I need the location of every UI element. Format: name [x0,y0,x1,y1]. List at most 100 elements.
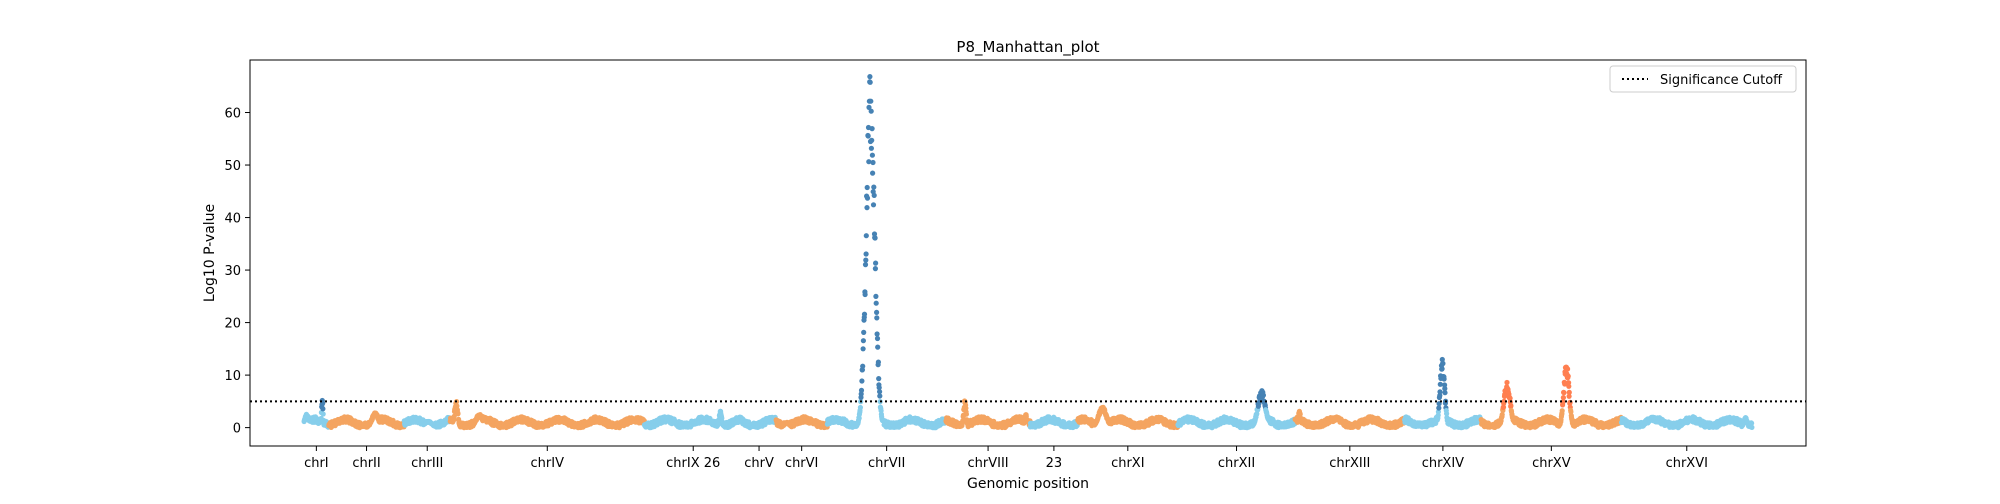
legend-label: Significance Cutoff [1660,73,1783,88]
data-point [1566,393,1572,399]
x-tick-label: chrXV [1532,456,1571,471]
data-point [858,387,865,393]
data-point [1439,366,1445,372]
data-point [861,311,868,317]
x-tick-label: chrVII [868,456,905,471]
data-point [1560,395,1566,401]
data-point [863,233,869,239]
data-point [1566,389,1572,395]
data-point [864,195,871,201]
data-point [872,235,878,241]
data-point [1436,401,1442,407]
data-point [1565,373,1571,379]
y-axis-label: Log10 P-value [202,204,218,302]
data-point [869,137,875,143]
data-point [1442,386,1448,392]
data-point [1439,356,1445,363]
data-point [1565,366,1571,372]
data-point [869,152,876,158]
y-tick-label: 30 [224,264,241,279]
x-tick-label: chrXII [1218,456,1255,471]
data-point [1507,395,1513,401]
x-tick-label: chrIV [531,456,565,471]
data-point [873,300,879,306]
data-point [451,413,457,419]
data-point [1500,404,1507,410]
data-point [1508,403,1514,409]
data-point [856,415,862,421]
data-point [872,266,879,272]
data-point [874,335,881,342]
data-point [863,257,869,263]
data-point [867,74,873,80]
data-point [860,346,866,352]
data-point [873,293,879,299]
x-tick-label: chrVIII [968,456,1009,471]
data-point [873,260,879,266]
data-point [1435,409,1441,415]
data-point [1437,389,1443,395]
data-point [868,98,874,104]
data-point [963,411,970,417]
x-axis-label: Genomic position [967,476,1089,492]
y-tick-label: 10 [224,369,241,384]
x-tick-label: chrXIII [1329,456,1370,471]
data-point [1559,408,1565,414]
data-point [876,376,882,382]
data-point [874,309,880,315]
legend: Significance Cutoff [1609,65,1797,93]
data-point [320,411,326,417]
x-tick-label: chrXI [1111,456,1144,471]
data-point [874,315,880,321]
data-point [861,329,867,335]
data-point [860,363,866,369]
data-point [874,331,880,337]
data-point [871,192,877,198]
data-point [871,184,877,190]
data-point [877,389,883,395]
x-axis: chrI chrII chrIII chrIV chrIX 26 chrV chrVI chr… [304,446,1708,471]
x-tick-label: chrI [304,456,329,471]
y-tick-label: 60 [224,107,241,122]
x-tick-label: chrVI [785,456,818,471]
x-tick-label: chrXVI [1666,456,1708,471]
data-point [860,338,867,344]
data-point [1566,383,1572,389]
data-point [1442,390,1448,396]
data-point [859,378,865,384]
data-point [857,404,864,411]
data-point [870,159,876,166]
data-point [875,359,882,365]
legend-box [1609,65,1797,93]
data-point [320,406,326,412]
data-point [1561,390,1567,396]
data-point [963,405,969,411]
data-point [875,344,881,350]
data-point [866,159,872,165]
data-point [455,411,461,417]
data-point [864,184,870,191]
x-tick-label: chrIII [411,456,443,471]
data-point [1444,411,1450,417]
data-point [1499,412,1505,418]
data-point [1260,392,1266,398]
data-point [1437,392,1443,399]
data-point [870,170,876,176]
y-tick-label: 50 [224,159,241,174]
data-point [877,393,883,399]
data-point [1441,376,1447,382]
x-tick-label: 23 [1046,456,1063,471]
data-point [862,291,868,298]
data-point [1749,420,1755,426]
data-point [1436,405,1442,411]
data-point [869,126,875,132]
data-point [862,262,869,268]
data-point [864,205,870,211]
data-point [868,145,875,151]
data-point [867,79,873,85]
data-point [1504,379,1510,386]
x-tick-label: chrXIV [1422,456,1464,471]
